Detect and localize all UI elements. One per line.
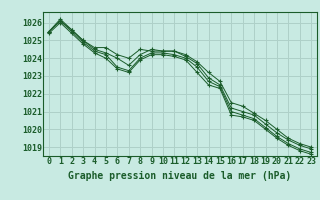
X-axis label: Graphe pression niveau de la mer (hPa): Graphe pression niveau de la mer (hPa) xyxy=(68,171,292,181)
